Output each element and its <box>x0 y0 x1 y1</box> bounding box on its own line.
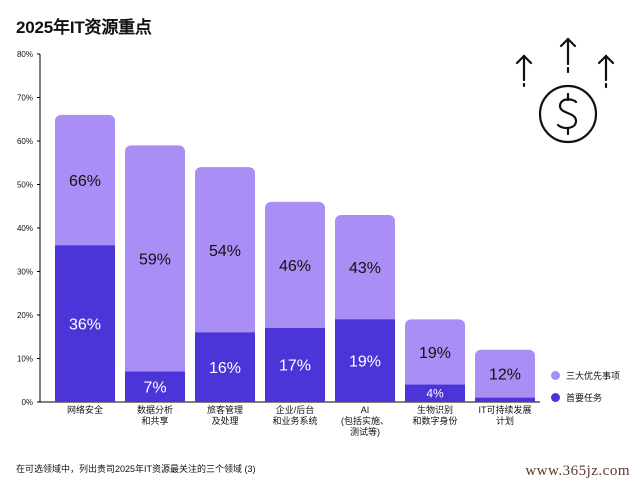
category-label: (包括实施、 <box>341 415 389 426</box>
bar-first <box>405 384 465 402</box>
bar-top3 <box>475 349 535 402</box>
bar-first <box>335 319 395 402</box>
data-label-top3: 54% <box>209 243 241 260</box>
category-label: AI <box>361 405 370 415</box>
category-label: 企业/后台 <box>276 404 315 415</box>
legend-label-first: 首要任务 <box>566 393 603 403</box>
legend-swatch-top3 <box>551 371 560 380</box>
category-label: 和共享 <box>141 415 168 426</box>
data-label-top3: 12% <box>489 367 521 384</box>
data-label-top3: 19% <box>419 345 451 362</box>
category-label: 测试等) <box>350 426 380 437</box>
y-tick-label: 50% <box>17 181 33 190</box>
bar-top3 <box>405 319 465 402</box>
legend-item-first: 首要任务 <box>551 391 602 404</box>
data-label-top3: 59% <box>139 251 171 268</box>
bar-first <box>265 328 325 402</box>
category-label: 及处理 <box>211 415 238 426</box>
category-label: 计划 <box>496 415 514 426</box>
y-tick-label: 70% <box>17 94 33 103</box>
data-label-first: 19% <box>349 353 381 370</box>
bar-first <box>475 397 535 402</box>
bar-first <box>125 371 185 402</box>
watermark: www.365jz.com <box>525 463 630 479</box>
data-label-top3: 43% <box>349 260 381 277</box>
data-label-first: 36% <box>69 316 101 333</box>
y-tick-label: 60% <box>17 137 33 146</box>
data-label-first: 4% <box>426 387 444 401</box>
footnote: 在可选领域中，列出贵司2025年IT资源最关注的三个领域 (3) <box>16 464 256 474</box>
legend-label-top3: 三大优先事项 <box>566 371 621 381</box>
category-label: 网络安全 <box>67 404 103 415</box>
data-label-first: 16% <box>209 360 241 377</box>
category-label: 和数字身份 <box>412 415 457 426</box>
data-label-top3: 46% <box>279 258 311 275</box>
data-label-top3: 66% <box>69 173 101 190</box>
category-label: 数据分析 <box>137 404 173 415</box>
category-label: IT可持续发展 <box>479 404 532 415</box>
bar-first <box>55 245 115 402</box>
dollar-arrows-icon <box>515 37 615 144</box>
bar-top3 <box>125 145 185 402</box>
y-tick-label: 20% <box>17 311 33 320</box>
data-label-first: 7% <box>143 379 166 396</box>
category-label: 旅客管理 <box>207 404 243 415</box>
legend-item-top3: 三大优先事项 <box>551 369 620 382</box>
y-tick-label: 10% <box>17 355 33 364</box>
category-label: 和业务系统 <box>272 415 317 426</box>
y-tick-label: 40% <box>17 224 33 233</box>
chart-title: 2025年IT资源重点 <box>16 18 152 37</box>
y-tick-label: 0% <box>21 398 33 407</box>
category-label: 生物识别 <box>417 404 453 415</box>
y-tick-label: 30% <box>17 268 33 277</box>
legend-swatch-first <box>551 393 560 402</box>
y-tick-label: 80% <box>17 50 33 59</box>
data-label-first: 17% <box>279 358 311 375</box>
bar-first <box>195 332 255 402</box>
